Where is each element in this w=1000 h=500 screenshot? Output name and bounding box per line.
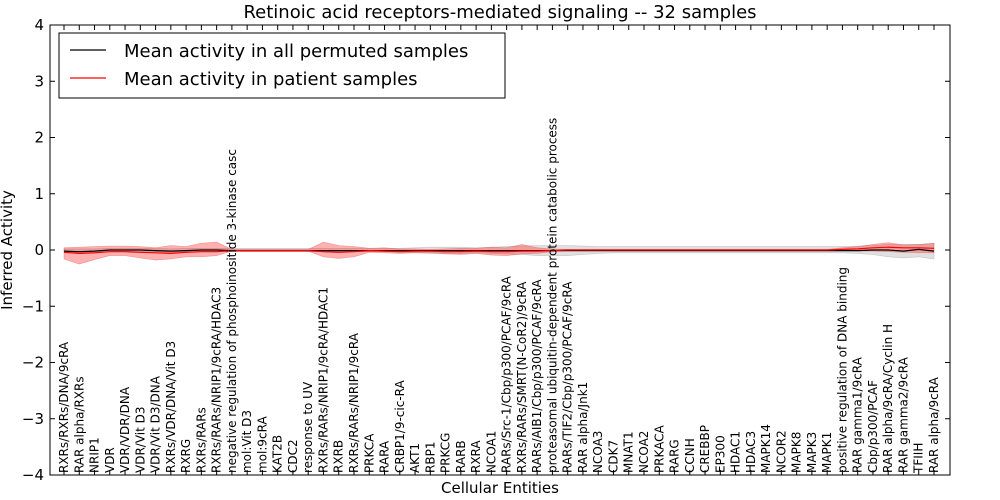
- y-tick-label: 2: [34, 129, 44, 147]
- x-tick-label: MAPK3: [805, 432, 819, 473]
- x-tick-label: RXRs/RARs/NRIP1/9cRA/HDAC1: [317, 287, 331, 473]
- x-tick-label: RXRs/RARs/NRIP1/9cRA/HDAC3: [210, 287, 224, 473]
- x-tick-label: HDAC3: [744, 431, 758, 473]
- x-tick-label: MAPK14: [759, 424, 773, 473]
- x-axis-label: Cellular Entities: [441, 479, 559, 497]
- x-tick-label: NCOA3: [591, 431, 605, 473]
- chart-title: Retinoic acid receptors-mediated signali…: [243, 2, 756, 23]
- x-tick-label: RAR gamma1/9cRA: [851, 356, 865, 473]
- x-tick-label: PRKACA: [652, 424, 666, 473]
- x-tick-label: MNAT1: [622, 431, 636, 473]
- y-tick-label: 1: [34, 185, 44, 203]
- x-tick-label: proteasomal ubiquitin-dependent protein …: [545, 118, 559, 473]
- legend: Mean activity in all permuted samples Me…: [58, 32, 506, 99]
- x-axis: RXRs/RXRs/DNA/9cRA RAR alpha/RXRs NRIP1 VDR…: [57, 25, 941, 475]
- x-tick-label: positive regulation of DNA binding: [835, 267, 849, 473]
- x-tick-label: CDK7: [607, 440, 621, 473]
- x-tick-label: mol:Vit D3: [240, 410, 254, 473]
- plot-area: [63, 241, 935, 265]
- x-tick-label: RXRG: [179, 439, 193, 473]
- x-tick-label: VDR/VDR/DNA: [118, 386, 132, 473]
- y-tick-label: 3: [34, 72, 44, 90]
- x-tick-label: RARB: [454, 440, 468, 473]
- x-tick-label: VDR/Vit D3/DNA: [149, 375, 163, 473]
- x-tick-label: RXRs/VDR/DNA/Vit D3: [164, 341, 178, 473]
- x-tick-label: RARA: [378, 440, 392, 473]
- x-tick-label: CREBBP: [698, 425, 712, 473]
- y-tick-label: 4: [34, 16, 44, 34]
- x-tick-label: response to UV: [301, 381, 315, 473]
- y-tick-label: −3: [22, 410, 44, 428]
- x-tick-label: mol:9cRA: [255, 415, 269, 472]
- confidence-band-patient: [63, 241, 935, 265]
- x-tick-label: CDC2: [286, 439, 300, 473]
- legend-label-patient: Mean activity in patient samples: [124, 69, 418, 90]
- x-tick-label: RARs/Src-1/Cbp/p300/PCAF/9cRA: [500, 275, 514, 473]
- x-tick-label: RBP1: [423, 442, 437, 473]
- x-tick-label: negative regulation of phosphoinositide …: [225, 149, 239, 473]
- x-tick-label: EP300: [713, 435, 727, 473]
- x-tick-label: RXRs/RARs/SMRT(N-CoR2)/9cRA: [515, 281, 529, 473]
- x-tick-label: NRIP1: [88, 437, 102, 473]
- x-tick-label: RARG: [668, 439, 682, 473]
- x-tick-label: RAR gamma2/9cRA: [897, 356, 911, 473]
- legend-box: [58, 32, 506, 99]
- x-tick-label: RAR alpha/9cRA: [927, 376, 941, 473]
- x-tick-label: RXRA: [469, 440, 483, 473]
- x-tick-label: RARs/AIB1/Cbp/p300/PCAF/9cRA: [530, 279, 544, 473]
- x-tick-label: TFIIH: [912, 443, 926, 474]
- x-tick-label: RAR alpha/RXRs: [72, 376, 86, 473]
- y-tick-label: −4: [22, 466, 44, 484]
- x-tick-label: HDAC1: [729, 431, 743, 473]
- y-tick-label: −1: [22, 297, 44, 315]
- y-axis: −4 −3 −2 −1 0 1 2 3 4: [22, 16, 950, 484]
- x-tick-label: AKT1: [408, 443, 422, 473]
- x-tick-label: RAR alpha/Jnk1: [576, 382, 590, 473]
- x-tick-label: RXRs/RARs/NRIP1/9cRA: [347, 332, 361, 473]
- x-tick-label: RARs/TIF2/Cbp/p300/PCAF/9cRA: [561, 281, 575, 473]
- x-tick-label: MAPK1: [820, 432, 834, 473]
- x-tick-label: RXRs/RARs: [194, 407, 208, 473]
- x-tick-label: VDR: [103, 447, 117, 473]
- x-tick-label: CRBP1/9-cic-RA: [393, 379, 407, 473]
- series-line-patient: [63, 246, 935, 255]
- x-tick-label: KAT2B: [271, 435, 285, 473]
- x-tick-label: RXRs/RXRs/DNA/9cRA: [57, 341, 71, 473]
- y-axis-label: Inferred Activity: [0, 190, 16, 310]
- x-tick-label: NCOR2: [774, 430, 788, 473]
- x-tick-label: PRKCA: [362, 433, 376, 473]
- x-tick-label: NCOA2: [637, 431, 651, 473]
- x-tick-label: NCOA1: [484, 431, 498, 473]
- legend-label-permuted: Mean activity in all permuted samples: [124, 41, 468, 62]
- x-tick-label: Cbp/p300/PCAF: [866, 380, 880, 473]
- y-tick-label: −2: [22, 354, 44, 372]
- x-tick-label: MAPK8: [790, 432, 804, 473]
- y-tick-label: 0: [34, 241, 44, 259]
- x-tick-label: PRKCG: [439, 433, 453, 473]
- x-tick-label: CCNH: [683, 438, 697, 473]
- x-tick-label: RXRB: [332, 440, 346, 473]
- x-tick-label: VDR/Vit D3: [133, 406, 147, 473]
- x-tick-label: RAR alpha/9cRA/Cyclin H: [881, 324, 895, 473]
